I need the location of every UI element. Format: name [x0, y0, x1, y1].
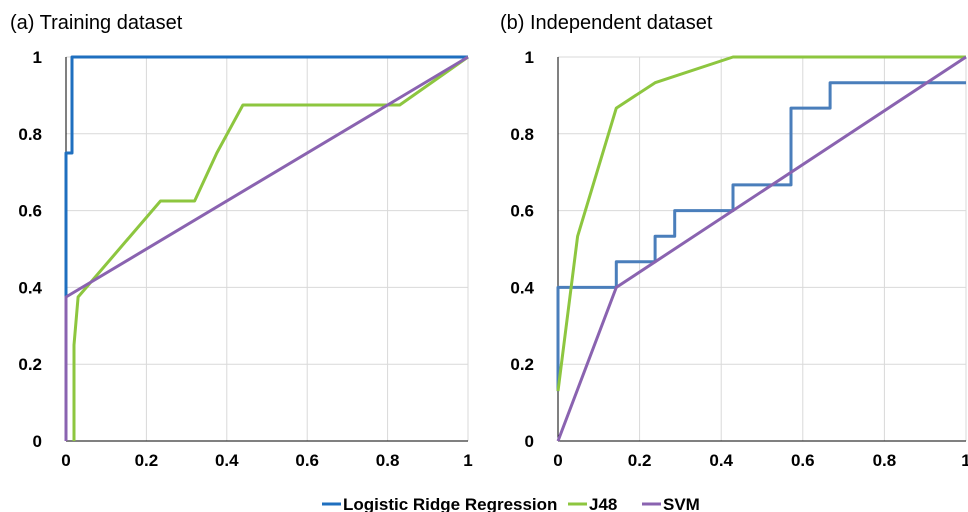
legend: Logistic Ridge Regression J48 SVM — [322, 495, 700, 512]
panel-b-x-tick-label: 0.2 — [628, 451, 652, 470]
panel-a-x-tick-label: 0.2 — [135, 451, 159, 470]
panel-b-y-tick-label: 0.6 — [510, 202, 534, 221]
panel-b-y-tick-label: 0.8 — [510, 125, 534, 144]
legend-label-j48: J48 — [589, 495, 617, 512]
panel-a-x-tick-label: 0.4 — [215, 451, 239, 470]
panel-a-x-tick-label: 0 — [61, 451, 70, 470]
panel-a-y-tick-label: 0.2 — [18, 355, 42, 374]
panel-b-series-svm — [556, 55, 967, 442]
panel-b-y-tick-label: 1 — [525, 48, 534, 67]
legend-label-svm: SVM — [663, 495, 700, 512]
panel-a-x-tick-label: 1 — [463, 451, 472, 470]
panel-a-x-tick-label: 0.8 — [376, 451, 400, 470]
panel-a-x-tick-label: 0.6 — [295, 451, 319, 470]
panel-b-y-tick-label: 0.2 — [510, 355, 534, 374]
panel-b-x-tick-label: 0.8 — [873, 451, 897, 470]
panel-a-y-tick-label: 0 — [33, 432, 42, 451]
panel-b-x-tick-label: 0 — [553, 451, 562, 470]
panel-a-y-tick-label: 1 — [33, 48, 42, 67]
panel-a-y-tick-label: 0.6 — [18, 202, 42, 221]
panel-b-x-tick-label: 1 — [961, 451, 968, 470]
panel-b-series-j48 — [556, 55, 966, 392]
panel-a-training: (a) Training dataset 0 0.2 0.4 0.6 0.8 1 0 0.2 0… — [10, 12, 473, 470]
panel-b-independent: (b) Independent dataset 0 0.2 0.4 0.6 0.8 1 0 0… — [500, 12, 968, 470]
panel-a-series-logistic-ridge-regression — [64, 55, 468, 441]
legend-label-logistic: Logistic Ridge Regression — [343, 495, 557, 512]
panel-a-series-svm — [64, 55, 469, 441]
panel-a-y-tick-label: 0.8 — [18, 125, 42, 144]
panel-b-y-tick-label: 0.4 — [510, 278, 534, 297]
panel-b-series-logistic-ridge-regression — [556, 81, 966, 392]
panel-b-title: (b) Independent dataset — [500, 12, 713, 34]
panel-a-y-tick-label: 0.4 — [18, 278, 42, 297]
panel-b-y-tick-label: 0 — [525, 432, 534, 451]
panel-b-x-tick-label: 0.6 — [791, 451, 815, 470]
panel-a-series-j48 — [72, 55, 469, 441]
panel-a-title: (a) Training dataset — [10, 12, 183, 34]
panel-b-x-tick-label: 0.4 — [709, 451, 733, 470]
